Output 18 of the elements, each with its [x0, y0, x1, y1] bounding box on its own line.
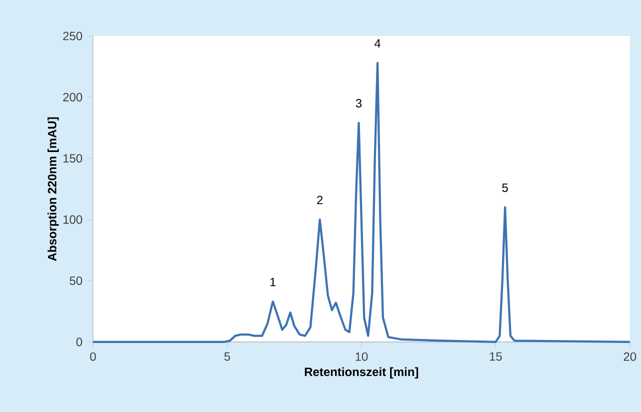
y-tick-label: 0 — [76, 338, 82, 346]
x-axis-title: Retentionszeit [min] — [304, 367, 418, 379]
annotation: 1 — [270, 278, 276, 286]
y-tick-label: 50 — [70, 276, 82, 286]
x-tick-label: 5 — [224, 352, 230, 361]
annotation: 3 — [356, 99, 362, 108]
y-tick-label: 250 — [63, 32, 82, 40]
x-tick-label: 20 — [624, 352, 636, 361]
y-tick-label: 150 — [63, 154, 82, 163]
annotation: 5 — [502, 184, 508, 192]
y-axis-title: Absorption 220nm [mAU] — [48, 117, 59, 262]
annotation: 4 — [374, 39, 381, 48]
y-tick-label: 200 — [63, 92, 82, 102]
y-tick-label: 100 — [63, 215, 82, 224]
annotation: 2 — [317, 196, 323, 204]
x-tick-label: 10 — [356, 352, 368, 361]
x-tick-label: 0 — [90, 352, 96, 361]
x-tick-label: 15 — [490, 352, 502, 361]
